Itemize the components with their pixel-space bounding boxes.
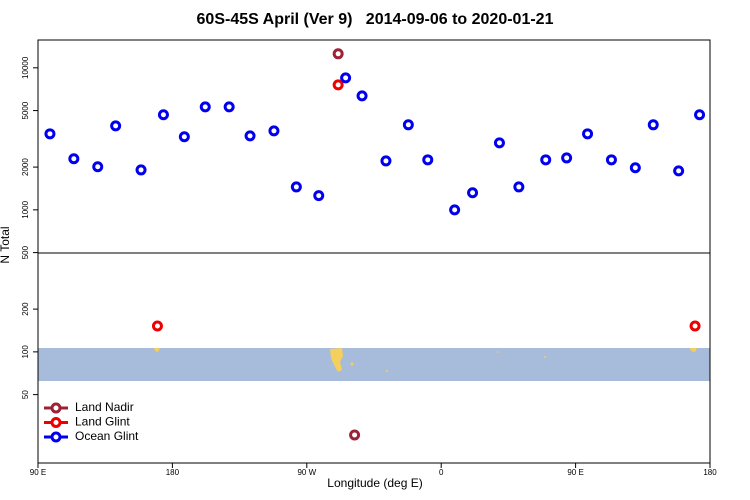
data-point [332,79,344,91]
data-point [340,72,352,84]
data-point [151,320,163,332]
x-axis-label: Longitude (deg E) [327,476,422,490]
data-point [493,137,505,149]
legend-marker [50,417,62,428]
x-tick-label: 180 [703,468,717,477]
y-tick-label: 500 [21,245,30,259]
land [544,356,546,358]
legend-marker [50,402,62,414]
y-tick-label: 2000 [21,158,30,176]
land [350,362,354,366]
data-point [135,164,147,176]
ocean-band [38,348,710,381]
data-point [223,101,235,113]
data-point [380,155,392,167]
x-tick-label: 180 [166,468,180,477]
data-point [199,101,211,113]
data-point [467,187,479,199]
land [154,348,160,352]
land [330,348,343,372]
data-point [44,128,56,140]
data-point [68,153,80,165]
data-point [313,190,325,202]
y-tick-label: 5000 [21,101,30,119]
data-point [178,131,190,143]
x-tick-label: 90 E [567,468,583,477]
chart-title: 60S-45S April (Ver 9) 2014-09-06 to 2020… [197,11,554,28]
data-point [561,152,573,164]
data-point [402,119,414,131]
legend-marker [50,431,62,443]
data-point [605,154,617,166]
y-tick-label: 1000 [21,200,30,218]
data-point [422,154,434,166]
y-tick-label: 100 [21,345,30,359]
map-band [38,348,710,381]
data-point [582,128,594,140]
data-point [629,162,641,174]
land [497,351,499,353]
data-point [157,109,169,121]
data-point [540,154,552,166]
land [690,348,697,352]
x-tick-label: 0 [439,468,444,477]
legend-label: Land Nadir [75,400,134,414]
legend-label: Ocean Glint [75,429,139,443]
x-tick-label: 90 E [30,468,46,477]
data-point [356,90,368,102]
plot-frame [37,39,711,464]
data-point [689,320,701,332]
data-point [92,161,104,173]
data-point [290,181,302,193]
y-axis-label: N Total [0,226,12,263]
data-point [673,165,685,177]
data-point [513,181,525,193]
legend-label: Land Glint [75,415,130,429]
x-tick-label: 90 W [297,468,316,477]
data-point [647,119,659,131]
data-point [244,130,256,142]
data-point [110,120,122,132]
y-tick-label: 50 [21,390,30,399]
data-point [349,429,361,441]
y-tick-label: 200 [21,302,30,316]
land [386,370,388,372]
data-point [332,48,344,60]
data-point [449,204,461,216]
data-point [694,109,706,121]
data-point [268,125,280,137]
y-tick-label: 10000 [21,56,30,79]
